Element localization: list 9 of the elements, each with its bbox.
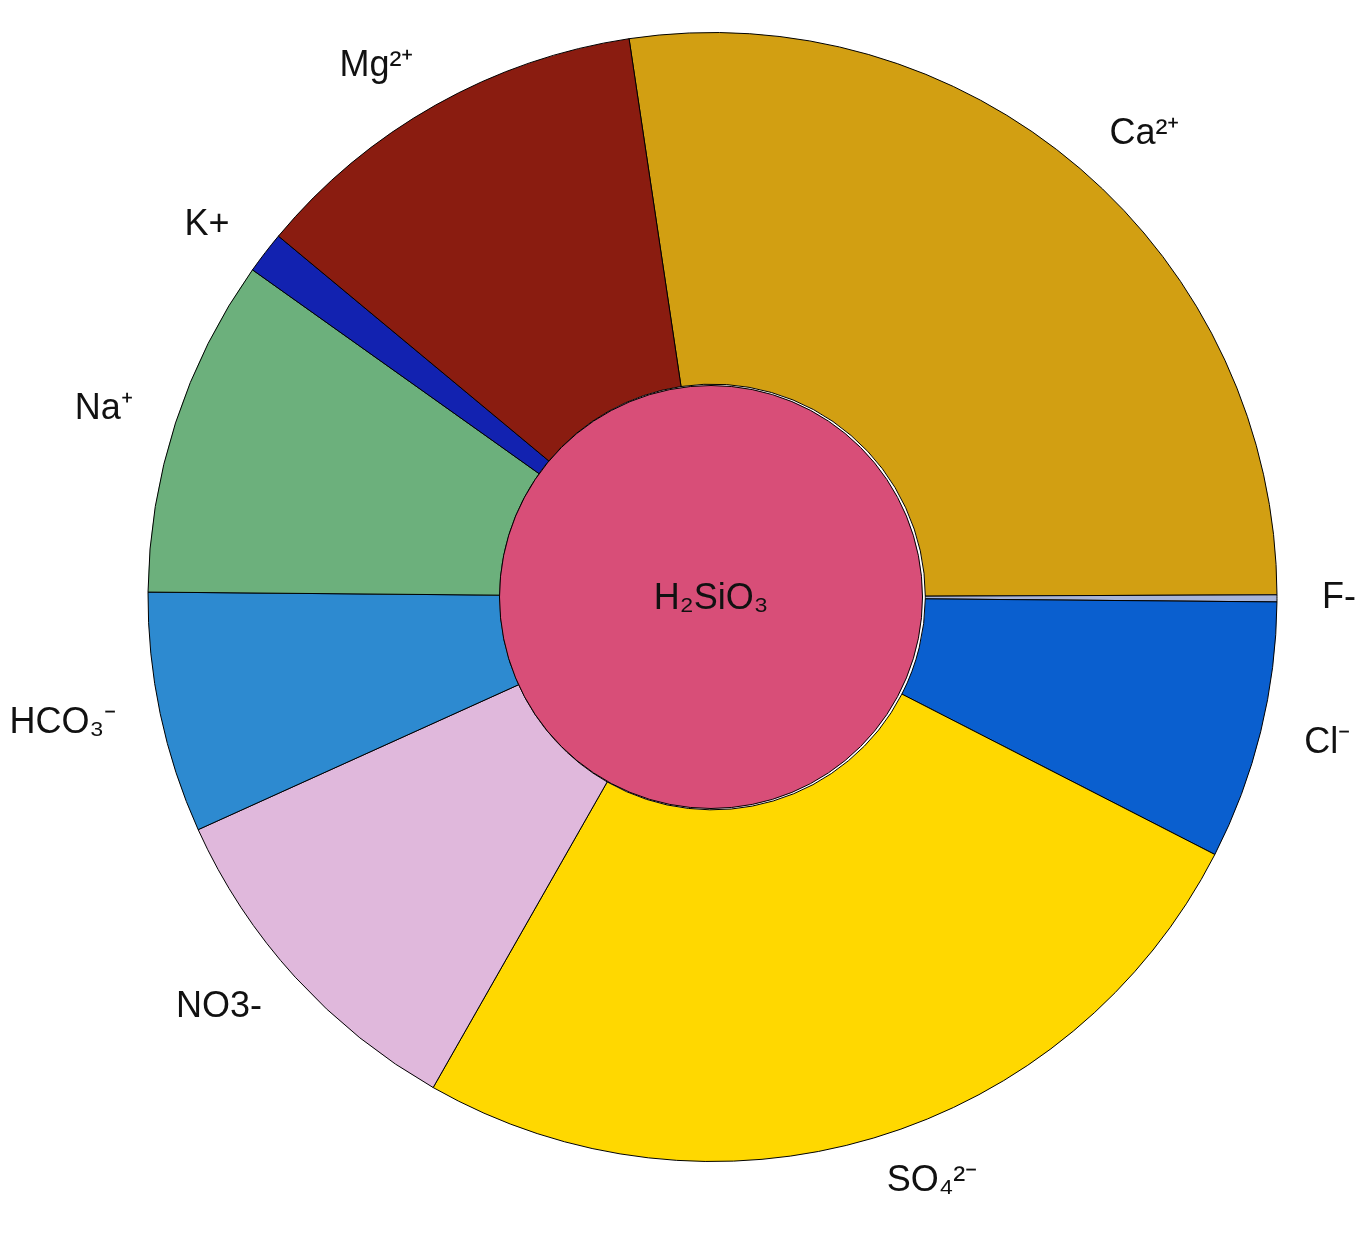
slice-label: Ca²⁺ <box>1109 111 1180 153</box>
slice-label: Mg²⁺ <box>339 42 414 84</box>
slice-label: NO3- <box>175 984 262 1026</box>
slice-label: K+ <box>184 202 230 244</box>
slice-label: HCO₃⁻ <box>9 699 117 741</box>
slice-label: F- <box>1322 575 1356 617</box>
slice-label: Cl⁻ <box>1304 719 1351 761</box>
slice-label: SO₄²⁻ <box>886 1158 978 1200</box>
slice-label: Na⁺ <box>74 385 133 427</box>
